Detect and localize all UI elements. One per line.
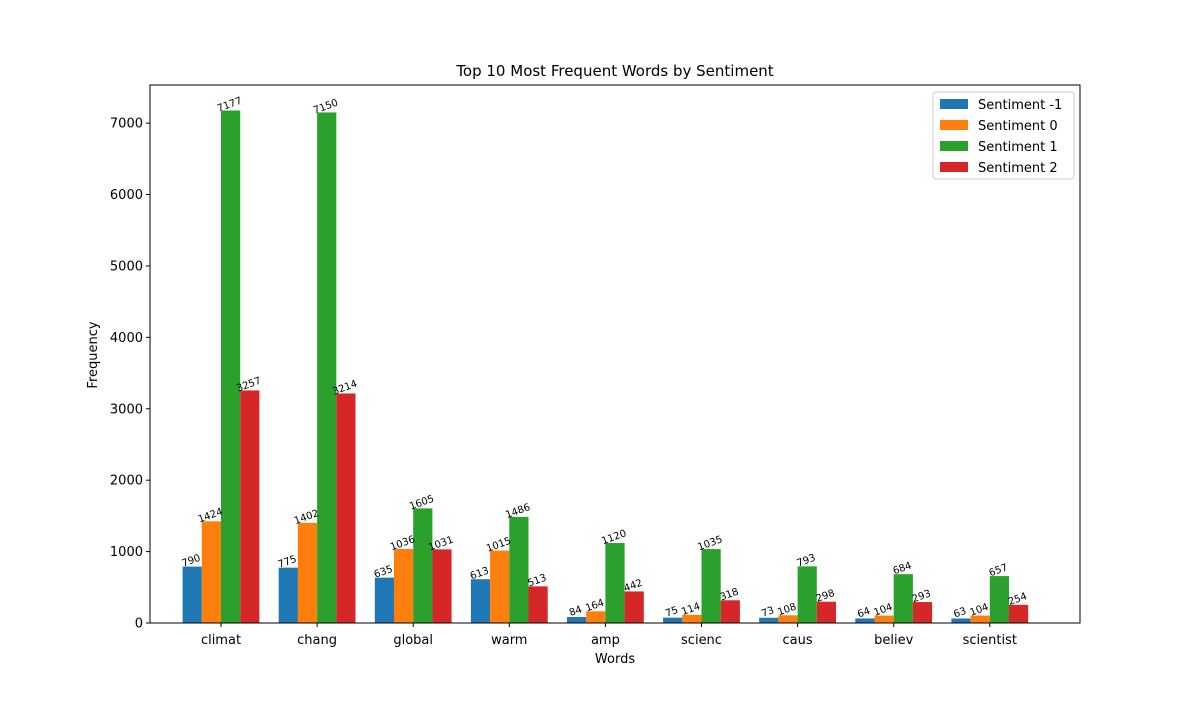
data-label: 73: [760, 605, 776, 620]
bar-caus-series-1: [778, 615, 798, 623]
bar-warm-series-3: [528, 586, 548, 623]
x-axis-label: Words: [595, 652, 635, 667]
bar-scienc-series-2: [701, 549, 721, 623]
y-tick-label: 2000: [110, 474, 143, 489]
x-tick-label: warm: [491, 633, 527, 648]
bar-climat-series-0: [182, 566, 202, 623]
x-tick-label: scientist: [963, 633, 1017, 648]
plot-frame: [149, 84, 1081, 624]
bar-global-series-2: [413, 508, 433, 623]
legend-label: Sentiment -1: [978, 98, 1062, 113]
bar-believ-series-2: [893, 574, 913, 623]
bar-scienc-series-0: [663, 617, 683, 623]
axes-layer: 0 1000 2000 3000 4000 5000 6000 7000 climat chang…: [110, 84, 1081, 648]
bar-chang-series-1: [297, 522, 318, 623]
bar-global-series-0: [374, 577, 394, 623]
bar-global-series-3: [432, 549, 452, 623]
legend-label: Sentiment 1: [978, 140, 1058, 155]
data-label: 75: [664, 605, 680, 620]
y-tick-label: 6000: [110, 188, 143, 203]
legend-swatch: [940, 162, 968, 172]
y-axis-label: Frequency: [86, 321, 101, 388]
bar-warm-series-1: [490, 550, 510, 623]
data-label: 84: [568, 604, 584, 619]
bar-scientist-series-0: [951, 618, 971, 623]
bar-scientist-series-2: [989, 576, 1009, 623]
bar-global-series-1: [394, 549, 414, 623]
data-label: 63: [952, 606, 968, 621]
legend: Sentiment -1 Sentiment 0 Sentiment 1 Sentim…: [932, 91, 1075, 180]
x-tick-label: scienc: [681, 633, 722, 648]
x-tick-label: chang: [297, 633, 337, 648]
x-tick-label: global: [393, 633, 433, 648]
bar-chang-series-0: [278, 567, 298, 623]
chart-title: Top 10 Most Frequent Words by Sentiment: [455, 62, 773, 80]
bar-believ-series-0: [855, 618, 875, 623]
bar-climat-series-1: [201, 521, 221, 623]
y-tick-label: 5000: [110, 259, 143, 274]
legend-label: Sentiment 0: [978, 119, 1058, 134]
bar-caus-series-2: [797, 566, 817, 623]
bar-scienc-series-1: [682, 614, 702, 623]
legend-swatch: [940, 120, 968, 130]
legend-label: Sentiment 2: [978, 161, 1058, 176]
bar-believ-series-1: [874, 615, 894, 623]
bar-chang-series-2: [317, 112, 337, 624]
bar-climat-series-3: [240, 390, 260, 623]
legend-box: [932, 91, 1075, 180]
x-tick-label: caus: [783, 633, 813, 648]
x-tick-label: climat: [201, 633, 241, 648]
y-tick-label: 1000: [110, 545, 143, 560]
y-tick-label: 0: [135, 617, 143, 632]
bar-believ-series-3: [912, 602, 933, 623]
data-label: 64: [856, 606, 872, 621]
bars-layer: [182, 110, 1029, 624]
bar-warm-series-2: [509, 516, 529, 623]
x-tick-label: amp: [591, 633, 620, 648]
y-tick-label: 3000: [110, 402, 143, 417]
y-tick-label: 4000: [110, 331, 143, 346]
bar-amp-series-1: [586, 611, 606, 623]
bar-amp-series-2: [605, 543, 625, 623]
bar-amp-series-0: [567, 617, 587, 623]
bar-scientist-series-1: [970, 615, 990, 623]
x-tick-label: believ: [874, 633, 913, 648]
bar-caus-series-0: [759, 617, 779, 623]
bar-amp-series-3: [624, 591, 644, 623]
legend-swatch: [940, 99, 968, 109]
bar-warm-series-0: [470, 579, 491, 623]
legend-swatch: [940, 141, 968, 151]
y-tick-label: 7000: [110, 117, 143, 132]
bar-caus-series-3: [816, 601, 836, 623]
bar-climat-series-2: [221, 110, 241, 624]
bar-scienc-series-3: [720, 600, 740, 623]
bar-chang-series-3: [336, 393, 356, 623]
bar-scientist-series-3: [1009, 604, 1029, 623]
